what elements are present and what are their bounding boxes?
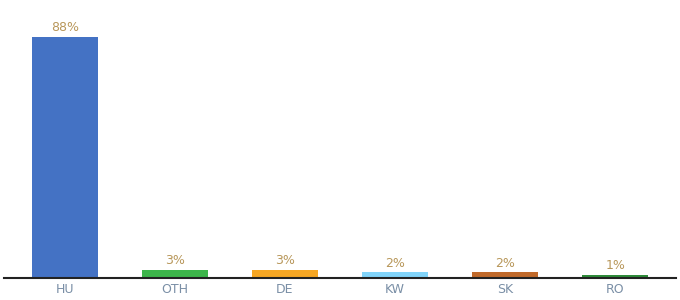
Text: 2%: 2%: [385, 257, 405, 270]
Bar: [142, 270, 208, 278]
Bar: [252, 270, 318, 278]
Bar: [362, 272, 428, 278]
Bar: [472, 272, 538, 278]
Text: 3%: 3%: [165, 254, 185, 267]
Text: 88%: 88%: [51, 21, 79, 34]
Text: 3%: 3%: [275, 254, 295, 267]
Text: 2%: 2%: [495, 257, 515, 270]
Text: 1%: 1%: [605, 260, 625, 272]
Bar: [582, 275, 648, 278]
Bar: [32, 37, 98, 278]
